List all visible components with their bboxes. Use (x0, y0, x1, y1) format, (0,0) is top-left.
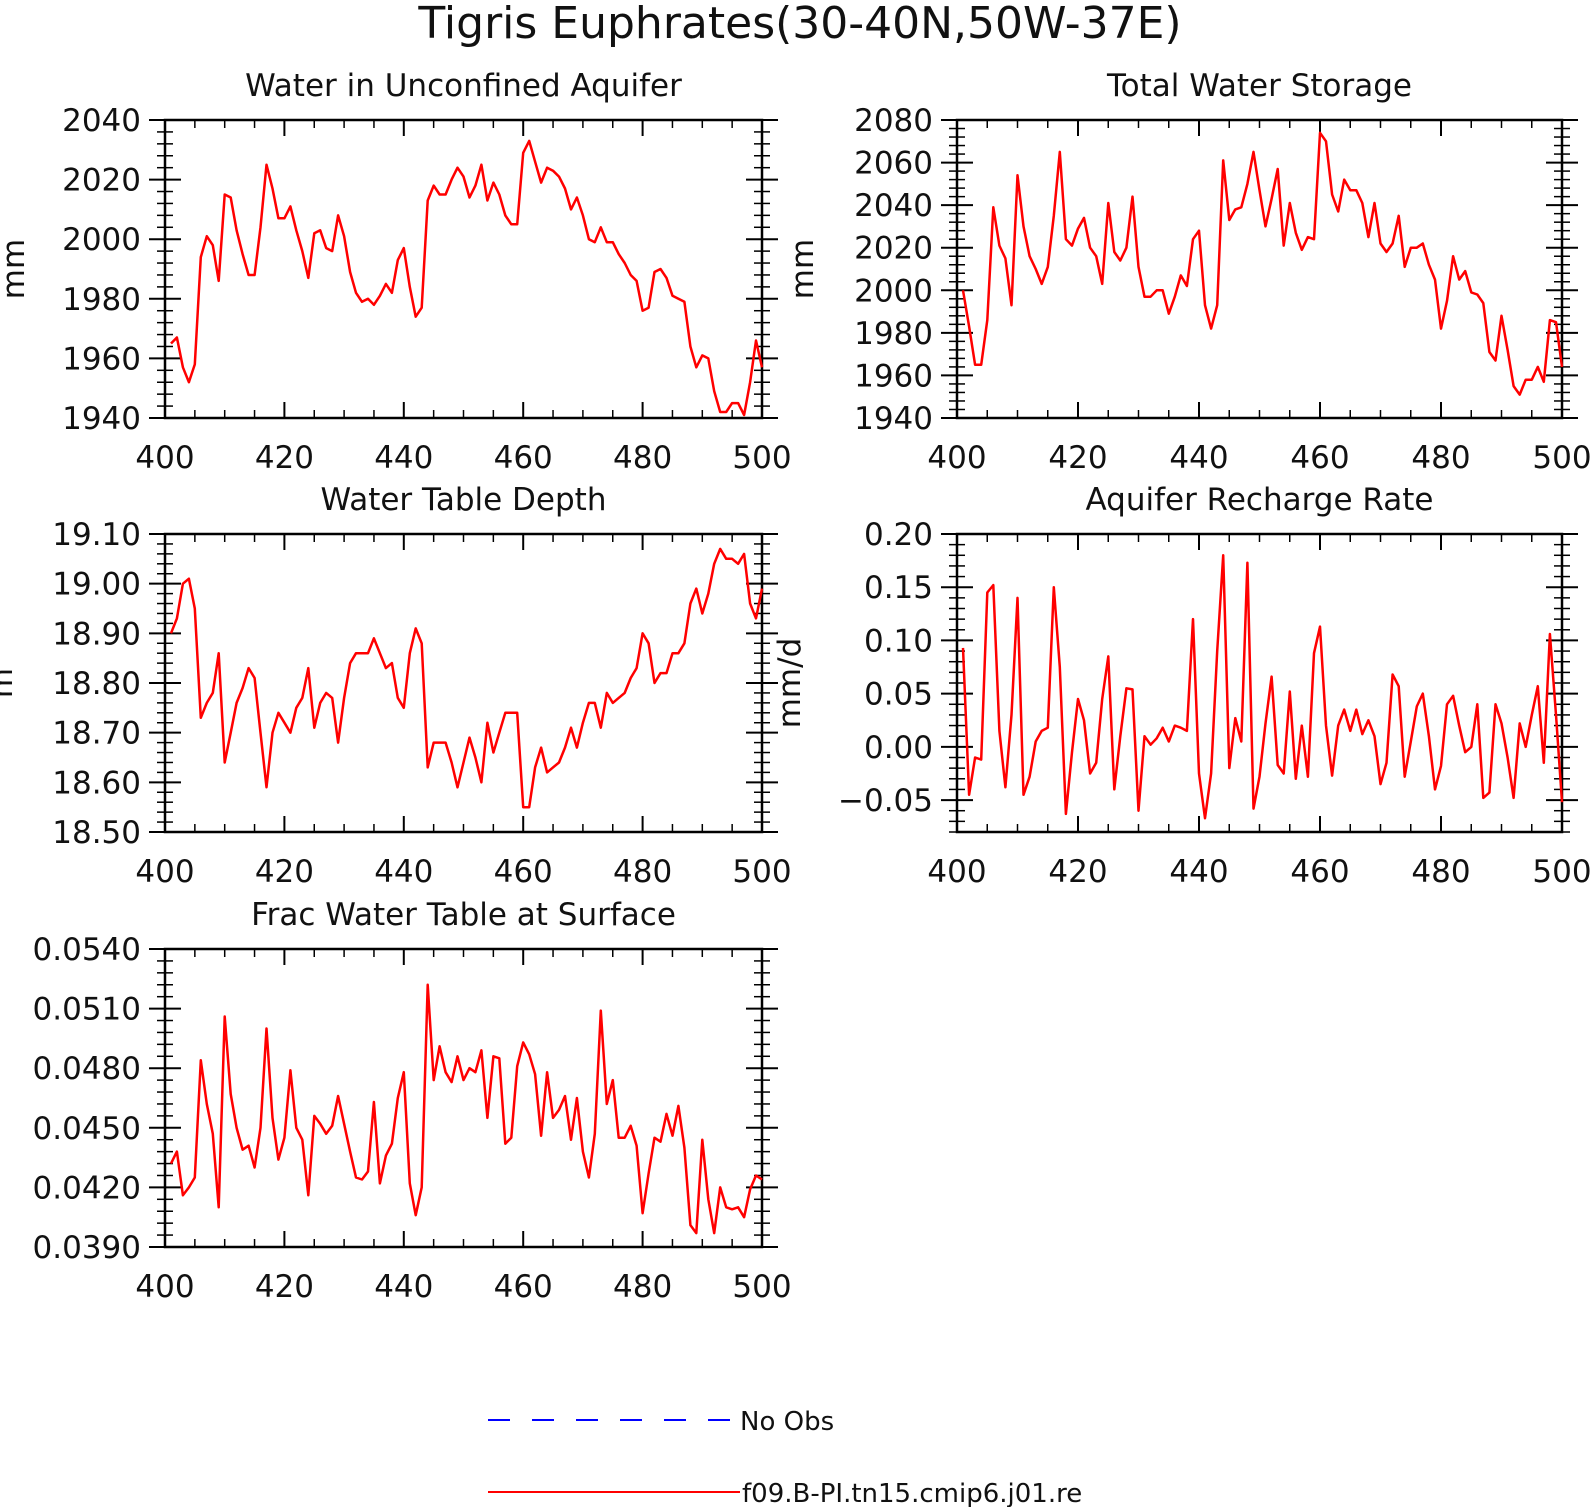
x-tick-label: 460 (494, 854, 553, 890)
plot-frame (163, 947, 764, 1249)
x-tick-label: 480 (613, 440, 672, 476)
y-tick-label: 1960 (854, 358, 933, 394)
data-series-line (170, 139, 764, 417)
x-tick-label: 420 (1048, 854, 1107, 890)
y-tick-label: 0.15 (864, 570, 933, 606)
legend: No Obs f09.B-PI.tn15.cmip6.j01.re (488, 1407, 1082, 1507)
data-series-line (169, 983, 763, 1235)
y-tick-label: 18.50 (52, 815, 141, 851)
x-tick-label: 420 (255, 854, 314, 890)
y-tick-label: 18.70 (52, 716, 141, 752)
y-tick-label: 0.05 (864, 677, 933, 713)
y-axis-label: mm (0, 239, 32, 299)
data-series-line (169, 547, 764, 809)
y-tick-label: 2020 (854, 231, 933, 267)
y-tick-label: 0.0450 (33, 1111, 141, 1147)
y-tick-label: 1980 (854, 316, 933, 352)
panel-title: Frac Water Table at Surface (251, 897, 676, 933)
x-tick-label: 400 (135, 440, 194, 476)
y-tick-label: 18.80 (52, 666, 141, 702)
y-tick-label: 0.0390 (33, 1230, 141, 1266)
x-tick-label: 480 (613, 1269, 672, 1305)
y-tick-label: 2040 (854, 188, 933, 224)
figure-title: Tigris Euphrates(30-40N,50W-37E) (417, 0, 1181, 49)
panel-2: Total Water Storage mm 400 420 440 460 480 500 1… (785, 68, 1592, 476)
x-tick-label: 500 (732, 440, 791, 476)
data-series-line (961, 131, 1564, 396)
x-tick-label: 500 (732, 1269, 791, 1305)
panel-3: Water Table Depth m 400 420 440 460 480 500 18.5… (0, 482, 792, 890)
legend-label-model: f09.B-PI.tn15.cmip6.j01.re (742, 1479, 1082, 1507)
y-tick-label: 0.0540 (33, 932, 141, 968)
x-tick-label: 400 (135, 1269, 194, 1305)
x-tick-label: 420 (255, 1269, 314, 1305)
panel-4: Aquifer Recharge Rate mm/d 400 420 440 460 480… (772, 482, 1592, 890)
panel-title: Water Table Depth (321, 482, 607, 518)
panel-5: Frac Water Table at Surface 400 420 440 460 4… (33, 897, 792, 1305)
y-axis-label: mm/d (772, 638, 808, 729)
y-tick-label: 2060 (854, 146, 933, 182)
y-tick-label: 0.0420 (33, 1170, 141, 1206)
data-series-line (961, 554, 1564, 820)
y-tick-label: 0.00 (864, 730, 933, 766)
x-tick-label: 500 (1532, 440, 1591, 476)
y-tick-label: 1960 (62, 341, 141, 377)
y-axis-label: m (0, 668, 20, 698)
y-tick-label: 1940 (854, 401, 933, 437)
x-tick-label: 440 (1169, 854, 1228, 890)
x-tick-label: 460 (1290, 440, 1349, 476)
y-tick-label: 2040 (62, 103, 141, 139)
y-tick-label: 2020 (62, 163, 141, 199)
x-tick-label: 500 (1532, 854, 1591, 890)
x-tick-label: 420 (1048, 440, 1107, 476)
y-tick-label: 1980 (62, 282, 141, 318)
y-tick-label: 0.0510 (33, 992, 141, 1028)
x-tick-label: 500 (732, 854, 791, 890)
y-tick-label: 2000 (62, 222, 141, 258)
x-tick-label: 480 (613, 854, 672, 890)
legend-label-no-obs: No Obs (740, 1407, 834, 1437)
x-tick-label: 440 (1169, 440, 1228, 476)
plot-frame (955, 532, 1564, 834)
x-tick-label: 460 (494, 440, 553, 476)
x-tick-label: 480 (1411, 440, 1470, 476)
y-tick-label: 18.60 (52, 765, 141, 801)
y-axis-label: mm (785, 239, 821, 299)
y-tick-label: 19.10 (52, 517, 141, 553)
y-tick-label: 2000 (854, 273, 933, 309)
panel-title: Water in Unconfined Aquifer (245, 68, 682, 104)
x-tick-label: 400 (927, 854, 986, 890)
x-tick-label: 440 (374, 1269, 433, 1305)
x-tick-label: 400 (927, 440, 986, 476)
x-tick-label: 480 (1411, 854, 1470, 890)
x-tick-label: 440 (374, 854, 433, 890)
y-tick-label: 0.10 (864, 623, 933, 659)
y-tick-label: 1940 (62, 401, 141, 437)
y-tick-label: −0.05 (838, 783, 933, 819)
x-tick-label: 420 (255, 440, 314, 476)
x-tick-label: 460 (1290, 854, 1349, 890)
x-tick-label: 400 (135, 854, 194, 890)
panel-1: Water in Unconfined Aquifer mm 400 420 440 46… (0, 68, 792, 476)
x-tick-label: 440 (374, 440, 433, 476)
y-tick-label: 0.0480 (33, 1051, 141, 1087)
y-tick-label: 18.90 (52, 616, 141, 652)
panel-title: Aquifer Recharge Rate (1086, 482, 1434, 518)
x-tick-label: 460 (494, 1269, 553, 1305)
y-tick-label: 19.00 (52, 567, 141, 603)
y-tick-label: 0.20 (864, 517, 933, 553)
y-tick-label: 2080 (854, 103, 933, 139)
panel-title: Total Water Storage (1106, 68, 1412, 104)
